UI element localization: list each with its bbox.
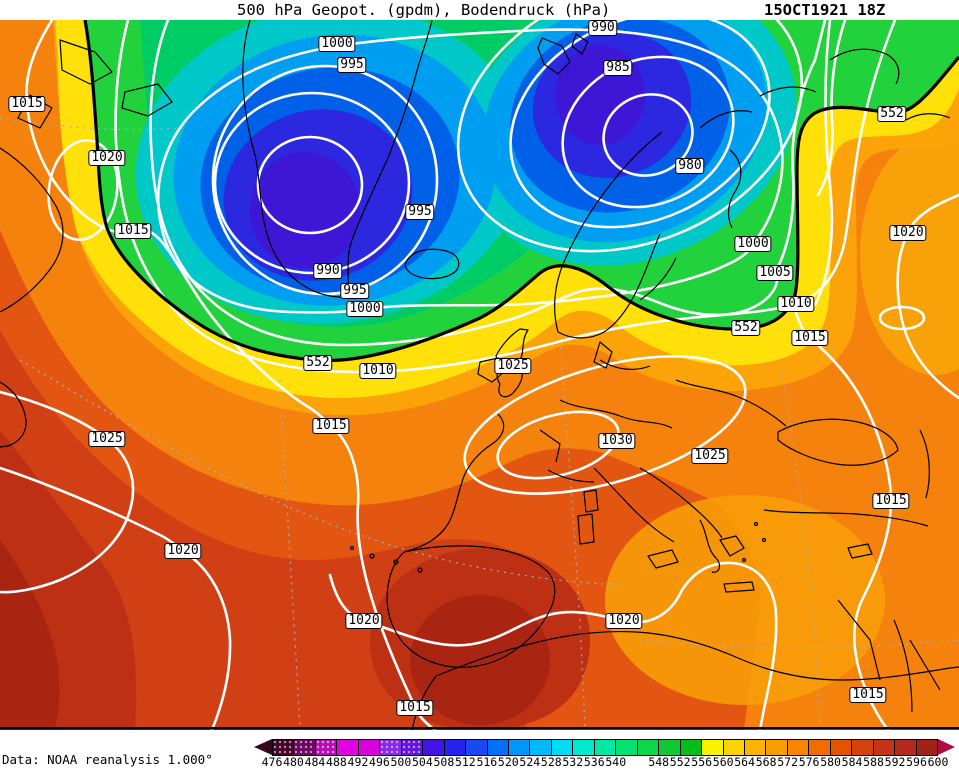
colorbar-cell [680,740,703,755]
colorbar-cell [702,740,724,755]
colorbar-tick: 516 [476,755,498,769]
colorbar-cell [809,740,831,755]
map-canvas [0,20,959,730]
map-bottom-edge [0,727,959,730]
credits-block: Data: NOAA reanalysis 1.000° (C) Wetterz… [2,722,213,770]
colorbar-cell [616,740,638,755]
colorbar-cell [723,740,745,755]
colorbar-tick: 552 [669,755,691,769]
colorbar-tick: 488 [326,755,347,769]
colorbar-tick: 500 [390,755,412,769]
colorbar-tick: 528 [540,755,562,769]
colorbar-tick: 492 [347,755,369,769]
field-violet-w [250,152,360,268]
colorbar-tick: 532 [562,755,584,769]
colorbar-cell [551,740,574,755]
colorbar-cell [358,740,381,755]
colorbar-cell [637,740,660,755]
colorbar-tick: 548 [648,755,670,769]
colorbar-tick: 504 [411,755,433,769]
colorbar-tick: 596 [906,755,927,769]
colorbar-cell [380,740,402,755]
colorbar-cell [873,740,896,755]
colorbar-tick: 508 [433,755,455,769]
colorbar-tick: 524 [519,755,541,769]
colorbar-tick: 584 [841,755,863,769]
colorbar-cell [423,740,445,755]
field-amber-se [605,495,885,705]
colorbar-cell [315,740,338,755]
colorbar-tick: 568 [755,755,777,769]
map-datetime: 15OCT1921 18Z [764,1,886,19]
colorbar-cell [466,740,488,755]
colorbar-tick: 556 [691,755,713,769]
colorbar-cell [594,740,617,755]
colorbar-cell [487,740,509,755]
colorbar-tick: 540 [605,755,627,769]
colorbar-cell [852,740,874,755]
colorbar-cell [744,740,767,755]
map-title: 500 hPa Geopot. (gpdm), Bodendruck (hPa) [237,1,611,19]
graticule [0,117,959,730]
colorbar-cells [272,739,938,756]
colorbar-cell [508,740,531,755]
colorbar-tick: 536 [583,755,605,769]
colorbar-tick: 480 [283,755,304,769]
colorbar-tick: 520 [497,755,519,769]
colorbar-cell [401,740,424,755]
colorbar-cell [337,740,359,755]
weather-map: 1000 995 990 985 980 1015 1020 1015 995 990 995 100… [0,20,959,730]
isobars [0,20,959,730]
coastlines [0,20,959,730]
colorbar-tick: 564 [734,755,756,769]
colorbar-cell [573,740,595,755]
colorbar-cell [294,740,316,755]
colorbar-tick: 484 [304,755,326,769]
colorbar-cell [830,740,853,755]
colorbar-tick: 572 [777,755,798,769]
colorbar-right-arrow [938,739,955,755]
colorbar-tick: 592 [884,755,906,769]
colorbar-cell [766,740,788,755]
colorbar-tick: 496 [369,755,390,769]
colorbar-tick: 476 [261,755,283,769]
colorbar-cell [444,740,467,755]
colorbar-cell [530,740,552,755]
colorbar-left-arrow [254,739,272,755]
colorbar-cell [273,740,295,755]
colorbar-cell [659,740,681,755]
field-amber-east [860,135,959,375]
colorbar-tick: 560 [712,755,734,769]
colorbar-cell [916,740,938,755]
field-deepred-sw [0,540,60,730]
colorbar-cell [787,740,810,755]
credit-data-source: Data: NOAA reanalysis 1.000° [2,752,213,767]
colorbar-tick: 600 [927,755,949,769]
colorbar-tick: 512 [454,755,476,769]
colorbar-tick: 588 [863,755,884,769]
colorbar-tick: 580 [820,755,841,769]
colorbar-cell [895,740,917,755]
contour-552 [83,20,959,363]
colorbar-tick: 576 [798,755,820,769]
